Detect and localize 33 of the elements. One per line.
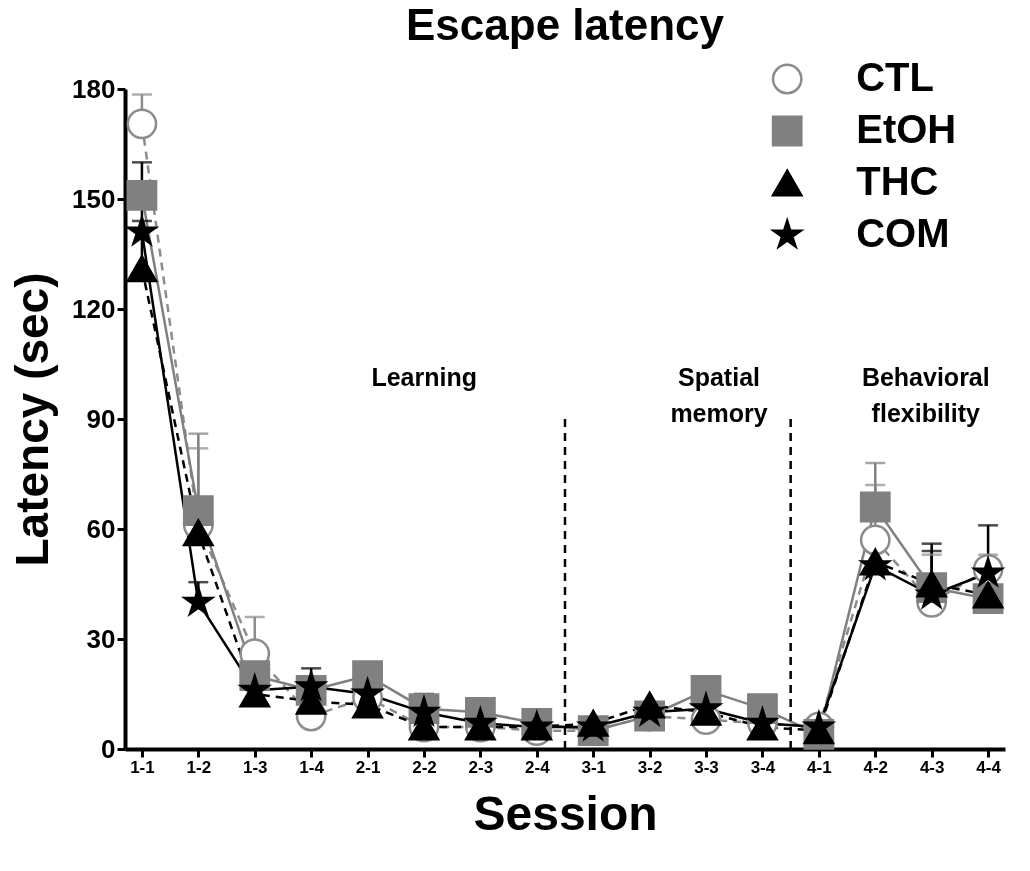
- y-tick-label: 30: [86, 623, 116, 654]
- legend-label: CTL: [856, 55, 934, 99]
- annotation: Learning: [371, 363, 477, 392]
- x-tick-label: 4-1: [807, 757, 832, 777]
- x-tick-label: 1-2: [186, 757, 212, 777]
- annotation: Spatial memory: [670, 363, 768, 428]
- y-tick-label: 150: [72, 183, 116, 214]
- x-tick-label: 4-2: [863, 757, 889, 777]
- y-tick-label: 60: [86, 513, 116, 544]
- y-tick-label: 90: [86, 403, 116, 434]
- x-axis-title: Session: [473, 786, 658, 840]
- x-tick-label: 1-3: [242, 757, 268, 777]
- x-tick-label: 3-1: [581, 757, 606, 777]
- x-tick-label: 2-3: [468, 757, 494, 777]
- x-tick-label: 3-2: [637, 757, 663, 777]
- x-tick-label: 2-1: [355, 757, 381, 777]
- y-tick-label: 180: [72, 73, 116, 104]
- legend-label: COM: [856, 211, 950, 255]
- x-tick-label: 1-1: [130, 757, 155, 777]
- chart-title: Escape latency: [406, 0, 725, 49]
- annotation: Behavioral flexibility: [861, 363, 990, 428]
- x-tick-label: 2-2: [412, 757, 437, 777]
- x-tick-label: 3-3: [694, 757, 719, 777]
- x-tick-label: 4-3: [919, 757, 945, 777]
- y-tick-label: 0: [101, 733, 116, 764]
- x-tick-label: 3-4: [750, 757, 776, 777]
- y-tick-label: 120: [72, 293, 116, 324]
- legend-label: THC: [856, 159, 939, 203]
- x-tick-label: 1-4: [299, 757, 325, 777]
- x-tick-label: 4-4: [976, 757, 1002, 777]
- y-axis-title: Latency (sec): [6, 272, 59, 567]
- legend-label: EtOH: [856, 107, 957, 151]
- x-tick-label: 2-4: [525, 757, 551, 777]
